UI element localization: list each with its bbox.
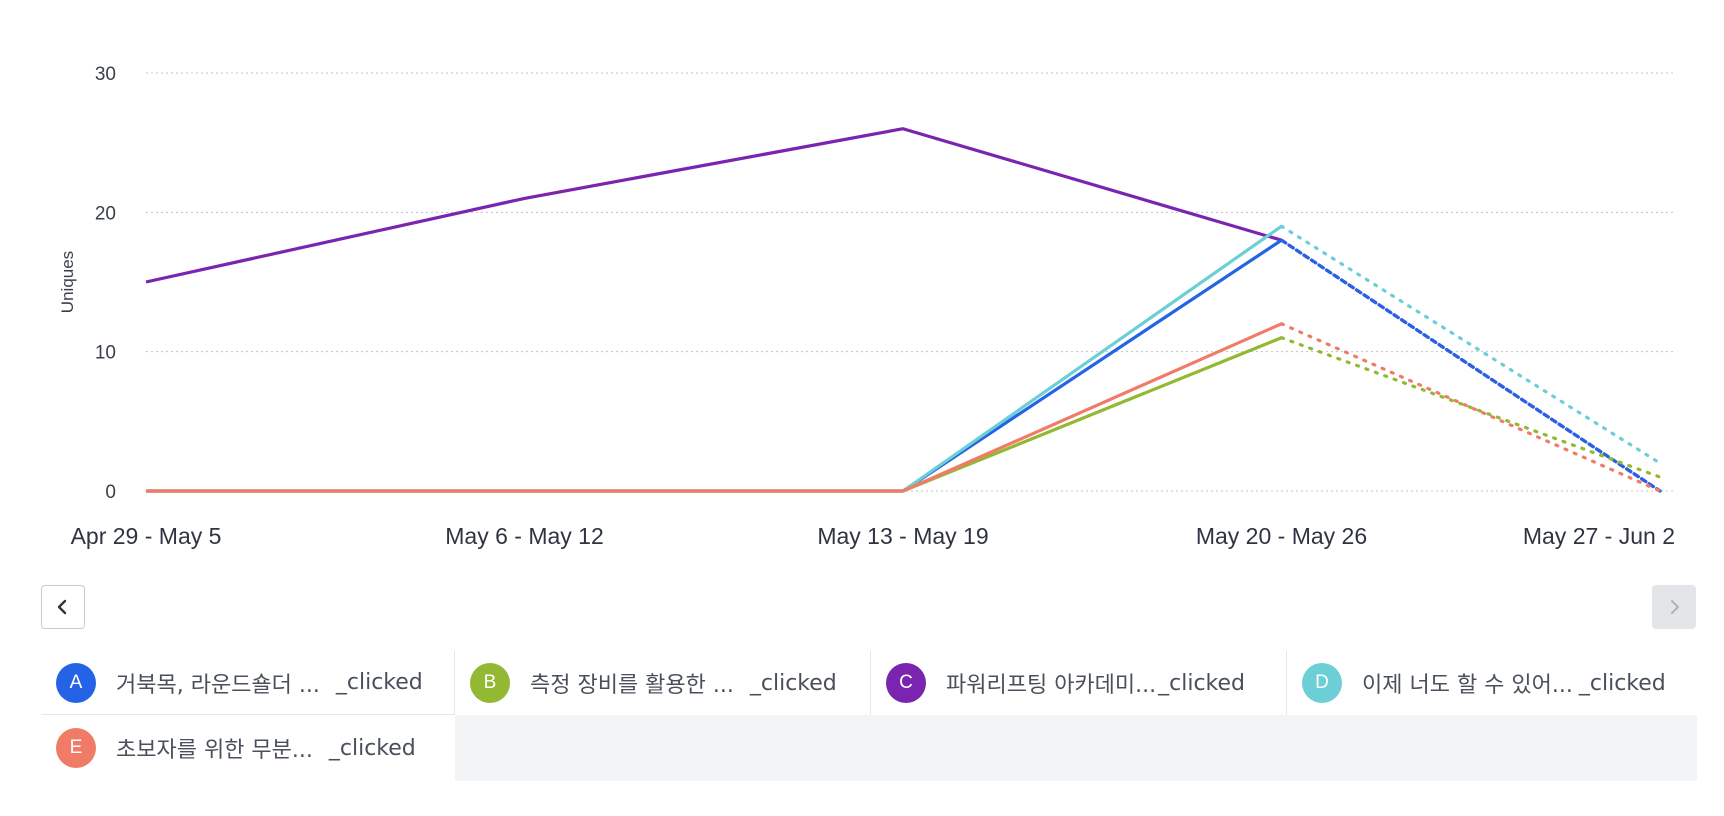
legend-item-a[interactable]: A 거북목, 라운드숄더 ... _clicked (41, 651, 455, 715)
series-lines (145, 127, 1662, 493)
y-axis-ticks: 0 10 20 30 (95, 64, 116, 503)
legend-item-c[interactable]: C 파워리프팅 아카데미... _clicked (871, 651, 1287, 715)
series-line-partial-b (1279, 336, 1662, 479)
line-chart: 0 10 20 30 Uniques Apr 29 - May 5 May 6 - Ma… (58, 64, 1675, 549)
gridlines (146, 72, 1675, 492)
legend-item-d[interactable]: D 이제 너도 할 수 있어... _clicked (1287, 651, 1697, 715)
x-tick-label: May 20 - May 26 (1196, 523, 1367, 549)
legend-label: 초보자를 위한 무분... (116, 738, 313, 763)
legend-label: 파워리프팅 아카데미... (946, 673, 1157, 698)
series-badge-c: C (886, 663, 926, 703)
series-line-e (146, 322, 1283, 493)
series-legend: A 거북목, 라운드숄더 ... _clicked B 측정 장비를 활용한 .… (41, 651, 1697, 781)
legend-label: 측정 장비를 활용한 ... (530, 673, 734, 698)
chevron-left-icon (57, 599, 67, 615)
series-badge-e: E (56, 728, 96, 768)
x-tick-label: Apr 29 - May 5 (71, 523, 222, 549)
legend-label: 거북목, 라운드숄더 ... (116, 672, 320, 698)
legend-event-suffix: _clicked (335, 670, 423, 695)
series-line-partial-a (1279, 238, 1662, 493)
legend-event-suffix: _clicked (1578, 670, 1666, 696)
legend-label: 이제 너도 할 수 있어... (1362, 673, 1573, 698)
y-tick-label: 0 (105, 482, 116, 503)
x-tick-label: May 13 - May 19 (817, 523, 988, 549)
y-tick-label: 20 (95, 203, 116, 224)
y-axis-title: Uniques (58, 251, 77, 313)
legend-item-b[interactable]: B 측정 장비를 활용한 ... _clicked (455, 651, 871, 715)
legend-event-suffix: _clicked (1158, 670, 1246, 696)
series-line-partial-d (1279, 224, 1662, 465)
series-badge-b: B (470, 663, 510, 703)
series-line-c (145, 127, 1282, 284)
legend-item-e[interactable]: E 초보자를 위한 무분... _clicked (41, 715, 455, 781)
series-line-partial-e (1279, 322, 1662, 493)
chevron-right-icon (1671, 600, 1679, 614)
series-line-d (146, 224, 1283, 493)
x-tick-label: May 6 - May 12 (445, 523, 604, 549)
y-tick-label: 10 (95, 343, 116, 364)
x-tick-label: May 27 - Jun 2 (1523, 523, 1675, 549)
legend-empty-area (455, 715, 1697, 781)
series-line-b (146, 336, 1283, 493)
next-page-button[interactable] (1652, 585, 1696, 629)
legend-event-suffix: _clicked (328, 735, 416, 761)
previous-page-button[interactable] (41, 585, 85, 629)
series-line-a (146, 238, 1283, 493)
series-badge-d: D (1302, 663, 1342, 703)
legend-event-suffix: _clicked (749, 670, 837, 696)
y-tick-label: 30 (95, 64, 116, 85)
x-axis-ticks: Apr 29 - May 5 May 6 - May 12 May 13 - May… (71, 523, 1675, 549)
series-badge-a: A (56, 662, 96, 703)
